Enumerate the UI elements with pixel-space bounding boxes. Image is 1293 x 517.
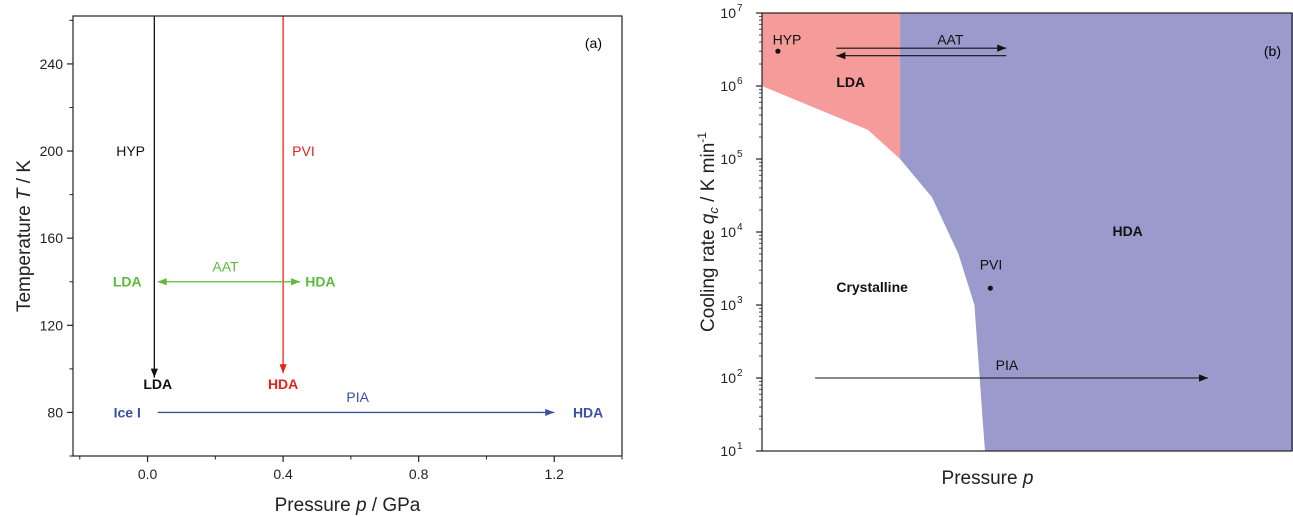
arrowhead-aat-back [836,52,846,60]
y-tick-exponent: 6 [737,76,743,87]
y-tick-label: 10 [720,151,736,167]
y-tick-label: 120 [40,317,64,333]
annotation-aat: AAT [212,258,239,274]
y-tick-label: 160 [40,230,64,246]
y-tick-base: 10 [720,78,736,94]
annotation-pvi: PVI [292,143,315,159]
y-tick-base: 10 [720,370,736,386]
y-tick-exponent: 2 [737,368,743,379]
y-tick-label: 10 [720,297,736,313]
panel-a-series [150,16,555,417]
arrowhead-pia [1199,374,1209,382]
y-tick-exponent: 5 [737,149,743,160]
x-tick-label: 0.0 [138,466,158,482]
panel-a-label: (a) [585,35,602,51]
arrowhead-aat [291,278,301,286]
panel-a-x-ticks: 0.0 0.4 0.8 1.2 [79,456,623,482]
region-lda [762,13,901,159]
y-tick-base: 10 [720,151,736,167]
y-tick-label: 80 [47,404,63,420]
arrowhead-pvi [279,364,287,374]
annotation-pia: PIA [996,357,1019,373]
annotation-crystalline: Crystalline [836,279,908,295]
point-pvi [987,285,993,291]
y-tick-label: 240 [40,56,64,72]
annotation-aat: AAT [937,32,964,48]
panel-a-y-ticks: 80 120 160 200 240 [40,19,73,457]
panel-b-x-axis-label: Pressure p [942,468,1034,489]
x-tick-label: 0.8 [409,466,429,482]
annotation-lda: LDA [836,74,865,90]
arrowhead-hyp [150,368,158,378]
point-hyp [775,48,781,54]
y-tick-label: 10 [720,78,736,94]
annotation-pia: PIA [346,389,369,405]
y-tick-exponent: 3 [737,295,743,306]
annotation-hda: HDA [573,404,603,420]
arrowhead-aat-forward [997,44,1007,52]
panel-a-annotations: HYP PVI AAT LDA HDA LDA HDA PIA Ice I HDA [113,143,603,420]
annotation-hda: HDA [305,274,335,290]
x-tick-label: 1.2 [544,466,564,482]
y-tick-label: 10 [720,224,736,240]
panel-b-label: (b) [1264,43,1281,59]
annotation-pvi: PVI [980,256,1003,272]
y-tick-label: 10 [720,5,736,21]
y-tick-base: 10 [720,5,736,21]
y-tick-base: 10 [720,297,736,313]
panel-b-y-axis-label: Cooling rate qc / K min-1 [695,132,721,332]
arrowhead-pia [545,408,555,417]
annotation-ice-i: Ice I [114,404,141,420]
panel-a-y-axis-label: Temperature T / K [14,160,35,312]
annotation-hda: HDA [268,376,298,392]
annotation-lda: LDA [113,274,142,290]
annotation-hyp: HYP [116,143,145,159]
annotation-lda: LDA [143,376,172,392]
y-tick-label: 200 [40,143,64,159]
x-tick-label: 0.4 [273,466,293,482]
region-hda [900,13,1293,451]
y-tick-label: 10 [720,443,736,459]
y-tick-base: 10 [720,443,736,459]
panel-b-regions [762,13,1293,451]
y-tick-exponent: 7 [737,3,743,14]
arrowhead-start-aat [157,278,167,286]
y-tick-exponent: 4 [737,222,743,233]
y-tick-base: 10 [720,224,736,240]
annotation-hda: HDA [1112,223,1142,239]
panel-a-x-axis-label: Pressure p / GPa [275,495,421,516]
panel-b-annotations: HYP AAT LDA HDA Crystalline PVI PIA [773,32,1143,374]
y-tick-label: 10 [720,370,736,386]
panel-b-marks [775,44,1209,382]
annotation-hyp: HYP [773,32,802,48]
y-tick-exponent: 1 [737,441,743,452]
panel-a-frame [72,15,623,457]
